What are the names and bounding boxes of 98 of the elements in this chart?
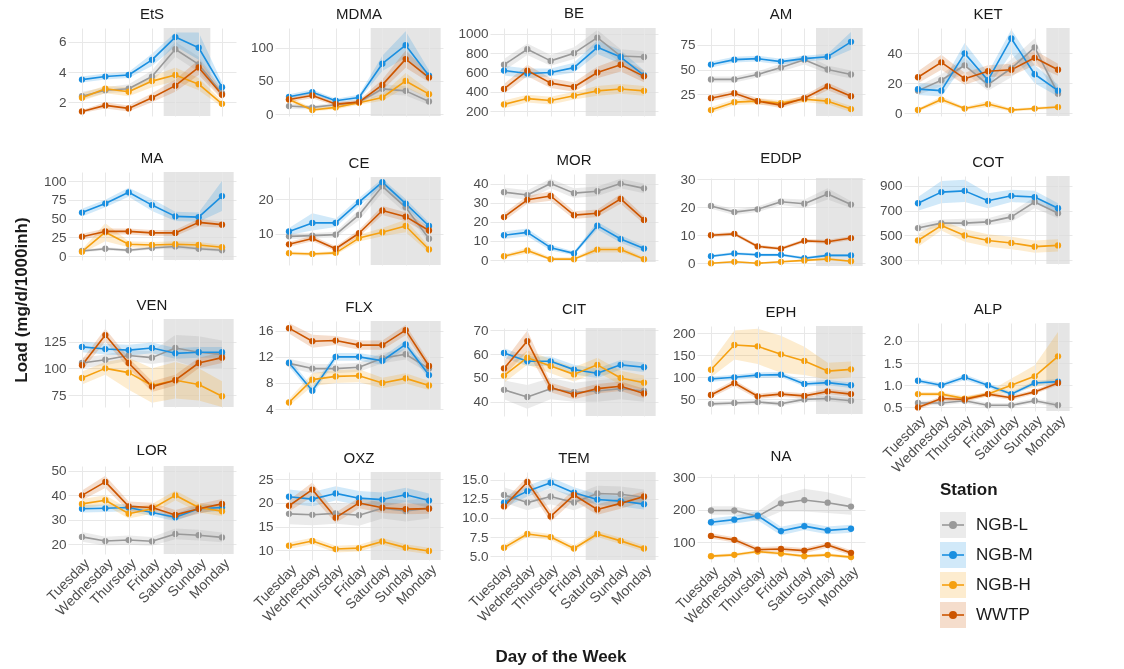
- y-tick-label: 30: [51, 512, 67, 528]
- chart-title: MDMA: [336, 5, 382, 22]
- y-tick-label: 300: [879, 252, 903, 268]
- chart-title: COT: [972, 153, 1004, 170]
- chart-title: EtS: [139, 5, 165, 22]
- y-tick-label: 50: [51, 211, 67, 227]
- chart-title: OXZ: [343, 449, 375, 466]
- y-tick-label: 0.5: [883, 399, 903, 415]
- y-tick-label: 2.0: [883, 333, 903, 349]
- chart-title: KET: [973, 5, 1003, 22]
- chart-title: CE: [348, 154, 370, 171]
- y-tick-label: 0: [58, 248, 67, 264]
- chart-title: NA: [770, 447, 792, 465]
- y-tick-label: 0: [480, 252, 489, 268]
- y-tick-label: 30: [473, 195, 489, 211]
- y-tick-label: 15: [258, 519, 274, 535]
- y-tick-label: 10: [680, 227, 696, 243]
- y-tick-label: 75: [51, 387, 67, 403]
- y-tick-label: 400: [465, 84, 489, 100]
- y-tick-label: 700: [879, 203, 903, 219]
- y-tick-label: 8: [265, 375, 274, 391]
- y-tick-label: 600: [465, 64, 489, 80]
- y-tick-label: 20: [258, 495, 274, 511]
- chart-title: AM: [769, 5, 793, 22]
- chart-title: MA: [140, 149, 164, 166]
- y-tick-label: 100: [43, 360, 67, 376]
- chart-title: EDDP: [760, 149, 802, 167]
- y-tick-label: 50: [51, 463, 67, 479]
- y-tick-label: 70: [473, 322, 489, 338]
- y-tick-label: 50: [258, 73, 274, 89]
- y-tick-label: 500: [879, 227, 903, 243]
- y-tick-label: 6: [58, 34, 67, 50]
- y-tick-label: 5.0: [469, 548, 489, 564]
- chart-title: FLX: [345, 298, 373, 315]
- y-tick-label: 4: [58, 64, 67, 80]
- y-tick-label: 25: [258, 471, 274, 487]
- y-tick-label: 20: [258, 191, 274, 207]
- y-tick-label: 20: [680, 199, 696, 215]
- y-tick-label: 50: [473, 370, 489, 386]
- y-tick-label: 10: [473, 233, 489, 249]
- y-tick-label: 40: [473, 394, 489, 410]
- chart-title: TEM: [558, 449, 590, 466]
- y-tick-label: 125: [43, 334, 67, 350]
- y-tick-label: 12.5: [462, 491, 489, 507]
- y-tick-label: 30: [680, 171, 696, 187]
- y-tick-label: 40: [887, 45, 903, 61]
- y-tick-label: 75: [51, 192, 67, 208]
- y-tick-label: 10.0: [462, 510, 489, 526]
- y-tick-label: 100: [250, 40, 274, 56]
- chart-title: EPH: [765, 303, 797, 320]
- y-tick-label: 60: [473, 346, 489, 362]
- y-tick-label: 0: [894, 105, 903, 121]
- chart-title: BE: [563, 3, 585, 21]
- y-tick-label: 25: [680, 86, 696, 102]
- y-tick-label: 16: [258, 323, 274, 339]
- y-tick-label: 10: [258, 542, 274, 558]
- y-tick-label: 40: [51, 487, 67, 503]
- y-tick-label: 2: [58, 94, 67, 110]
- x-axis-title: Day of the Week: [495, 647, 627, 667]
- chart-title: LOR: [136, 440, 168, 458]
- y-tick-label: 800: [465, 45, 489, 61]
- y-tick-label: 40: [473, 176, 489, 192]
- legend-label: WWTP: [976, 605, 1030, 625]
- chart-title: ALP: [973, 300, 1003, 317]
- legend-label: NGB-M: [976, 545, 1033, 565]
- y-tick-label: 0: [265, 106, 274, 122]
- y-tick-label: 4: [265, 401, 274, 417]
- y-tick-label: 20: [887, 75, 903, 91]
- y-tick-label: 200: [672, 502, 696, 518]
- y-tick-label: 12: [258, 349, 274, 365]
- y-tick-label: 50: [680, 62, 696, 78]
- chart-title: MOR: [556, 151, 592, 168]
- chart-title: CIT: [561, 300, 587, 318]
- y-tick-label: 20: [473, 214, 489, 230]
- y-tick-label: 900: [879, 178, 903, 194]
- y-tick-label: 25: [51, 229, 67, 245]
- y-tick-label: 1.5: [883, 355, 903, 371]
- y-tick-label: 1.0: [883, 377, 903, 393]
- y-tick-label: 100: [43, 173, 67, 189]
- chart-title: VEN: [136, 296, 168, 313]
- y-tick-label: 75: [680, 37, 696, 53]
- y-tick-label: 100: [672, 534, 696, 550]
- legend-title: Station: [940, 480, 999, 500]
- legend-label: NGB-L: [976, 515, 1028, 535]
- y-tick-label: 200: [465, 103, 489, 119]
- y-tick-label: 20: [51, 536, 67, 552]
- y-tick-label: 300: [672, 469, 696, 485]
- y-tick-label: 10: [258, 226, 274, 242]
- y-tick-label: 150: [672, 347, 696, 363]
- y-axis-title: Load (mg/d/1000inh): [12, 217, 32, 383]
- y-tick-label: 0: [687, 255, 696, 271]
- y-tick-label: 15.0: [462, 472, 489, 488]
- legend-label: NGB-H: [976, 575, 1031, 595]
- y-tick-label: 1000: [458, 26, 489, 42]
- y-tick-label: 100: [672, 369, 696, 385]
- y-tick-label: 200: [672, 325, 696, 341]
- y-tick-label: 7.5: [469, 529, 489, 545]
- y-tick-label: 50: [680, 391, 696, 407]
